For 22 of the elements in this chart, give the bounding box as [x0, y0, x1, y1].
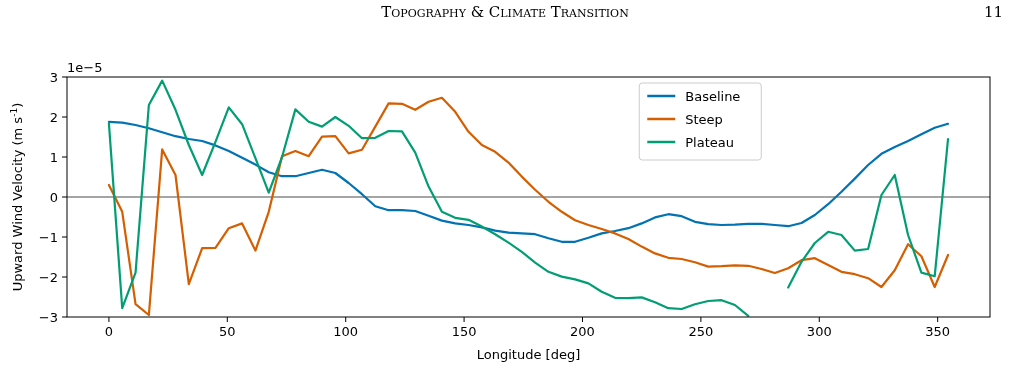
x-tick-label: 150 [451, 324, 477, 339]
y-tick-label: 2 [49, 109, 58, 125]
y-tick-label: 1 [49, 149, 58, 165]
x-tick-label: 0 [104, 324, 114, 339]
x-tick-label: 250 [688, 324, 714, 339]
legend-label: Plateau [685, 134, 734, 150]
y-tick-label: −1 [38, 229, 58, 245]
x-axis-title: Longitude [deg] [476, 347, 581, 362]
y-tick-label: −2 [38, 269, 58, 285]
y-tick-label: 0 [49, 189, 58, 205]
legend-label: Baseline [685, 88, 741, 104]
x-tick-label: 200 [570, 324, 595, 339]
text: 11 [983, 3, 1003, 21]
y-tick-label: 3 [49, 69, 58, 85]
x-tick-label: 300 [806, 324, 832, 339]
x-tick-label: 350 [925, 324, 951, 339]
y-tick-label: −3 [38, 309, 58, 325]
text: 1e−5 [67, 60, 103, 75]
x-tick-label: 100 [333, 324, 359, 339]
legend-label: Steep [685, 111, 723, 127]
x-tick-label: 50 [219, 324, 236, 339]
chart-title: Topography & Climate Transition [381, 3, 630, 21]
